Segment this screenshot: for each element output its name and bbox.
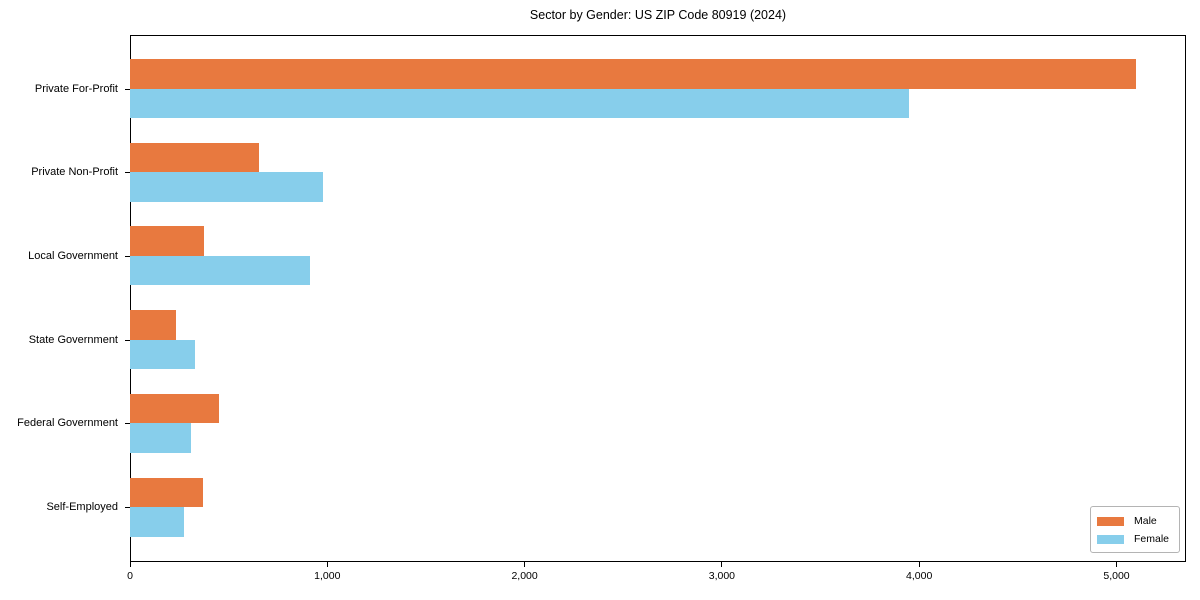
y-tick-label: Self-Employed: [46, 501, 118, 513]
bar-male-5: [130, 477, 203, 507]
y-tick-label: Private For-Profit: [34, 82, 118, 95]
legend-label-female: Female: [1134, 533, 1170, 545]
x-tick-mark: [918, 562, 920, 567]
x-tick-mark: [129, 562, 131, 567]
bar-male-1: [130, 142, 260, 173]
bar-female-4: [130, 423, 192, 453]
y-tick-mark: [125, 255, 130, 257]
bar-female-2: [130, 255, 310, 286]
legend-swatch-male: [1097, 516, 1124, 526]
x-tick-label: 3,000: [708, 570, 736, 582]
x-tick-mark: [524, 562, 526, 567]
x-tick-mark: [1116, 562, 1117, 567]
x-tick-label: 4,000: [906, 570, 933, 582]
y-tick-mark: [125, 339, 130, 341]
legend: Male Female: [1090, 506, 1180, 553]
y-tick-mark: [125, 423, 130, 425]
legend-item-male: Male: [1097, 512, 1179, 530]
bar-female-5: [130, 507, 185, 537]
chart-title: Sector by Gender: US ZIP Code 80919 (202…: [529, 8, 787, 22]
x-tick-mark: [326, 562, 328, 567]
x-tick-label: 1,000: [314, 570, 341, 582]
legend-label-male: Male: [1134, 515, 1157, 527]
y-tick-label: Local Government: [28, 249, 118, 262]
y-tick-mark: [125, 507, 130, 508]
bar-male-0: [130, 59, 1137, 89]
bar-female-3: [130, 339, 196, 370]
y-tick-mark: [125, 88, 130, 90]
x-tick-label: 2,000: [511, 570, 538, 582]
y-tick-label: Private Non-Profit: [31, 166, 118, 179]
x-tick-label: 0: [127, 570, 133, 582]
x-tick-label: 5,000: [1103, 570, 1130, 582]
bar-male-2: [130, 226, 204, 256]
y-tick-label: State Government: [28, 333, 118, 346]
legend-swatch-female: [1097, 534, 1124, 544]
bar-male-3: [130, 310, 177, 340]
bar-male-4: [130, 393, 219, 424]
bar-female-0: [130, 88, 910, 118]
bar-female-1: [130, 172, 324, 202]
plot-area: [130, 35, 1186, 562]
y-tick-mark: [125, 172, 130, 174]
y-tick-label: Federal Government: [17, 417, 118, 430]
legend-item-female: Female: [1097, 530, 1179, 548]
x-tick-mark: [721, 562, 723, 567]
